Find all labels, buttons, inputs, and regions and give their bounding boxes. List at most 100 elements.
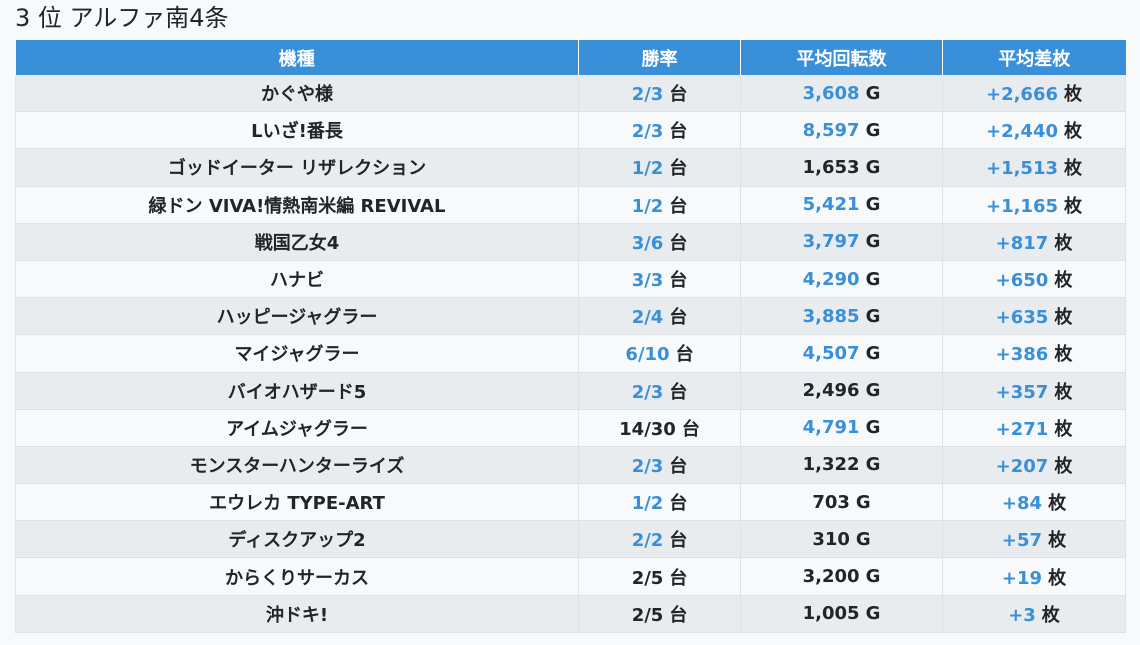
unit-label: 台 — [669, 381, 688, 403]
unit-label: 台 — [669, 84, 688, 106]
win-rate-value: 2/3 — [631, 84, 664, 106]
unit-label: 枚 — [1064, 121, 1083, 143]
win-rate-cell: 3/3 台 — [578, 260, 741, 299]
header-machine[interactable]: 機種 — [15, 40, 579, 75]
win-rate-cell: 2/3 台 — [578, 75, 741, 113]
avg-diff-value: +1,165 — [985, 195, 1059, 217]
avg-diff-cell: +1,513 枚 — [942, 148, 1126, 187]
table-row[interactable]: エウレカ TYPE-ART 1/2 台 703 G +84 枚 — [15, 483, 1126, 522]
table-row[interactable]: ゴッドイーター リザレクション 1/2 台 1,653 G +1,513 枚 — [15, 148, 1126, 187]
unit-label: 枚 — [1054, 381, 1073, 403]
unit-label: 枚 — [1054, 307, 1073, 329]
unit-label: 台 — [669, 270, 688, 292]
machine-name-cell: ゴッドイーター リザレクション — [15, 148, 579, 187]
avg-diff-value: +1,513 — [985, 158, 1059, 180]
win-rate-value: 2/5 — [631, 604, 664, 626]
unit-label: G — [855, 528, 871, 550]
unit-label: 台 — [675, 344, 694, 366]
table-row[interactable]: かぐや様 2/3 台 3,608 G +2,666 枚 — [15, 75, 1126, 113]
win-rate-value: 2/2 — [631, 530, 664, 552]
win-rate-cell: 2/3 台 — [578, 111, 741, 150]
unit-label: G — [865, 380, 881, 402]
table-row[interactable]: ハッピージャグラー 2/4 台 3,885 G +635 枚 — [15, 297, 1126, 336]
avg-spins-cell: 3,608 G — [740, 75, 943, 113]
unit-label: G — [865, 231, 881, 253]
table-row[interactable]: Lいざ!番長 2/3 台 8,597 G +2,440 枚 — [15, 111, 1126, 150]
avg-spins-value: 310 — [812, 528, 850, 550]
avg-spins-cell: 310 G — [740, 520, 943, 559]
unit-label: 枚 — [1048, 567, 1067, 589]
unit-label: 枚 — [1048, 493, 1067, 515]
win-rate-cell: 6/10 台 — [578, 334, 741, 373]
avg-diff-cell: +271 枚 — [942, 409, 1126, 447]
avg-diff-cell: +207 枚 — [942, 446, 1126, 485]
win-rate-value: 2/4 — [631, 307, 664, 329]
machine-name-cell: かぐや様 — [15, 75, 579, 113]
avg-diff-value: +2,440 — [985, 121, 1059, 143]
table-row[interactable]: マイジャグラー 6/10 台 4,507 G +386 枚 — [15, 334, 1126, 373]
unit-label: G — [865, 82, 881, 104]
header-avg-spins[interactable]: 平均回転数 — [740, 40, 943, 75]
avg-spins-cell: 3,200 G — [740, 557, 943, 596]
header-avg-diff[interactable]: 平均差枚 — [942, 40, 1126, 75]
win-rate-value: 1/2 — [631, 493, 664, 515]
avg-spins-value: 2,496 — [802, 380, 860, 402]
unit-label: 枚 — [1064, 84, 1083, 106]
avg-diff-value: +817 — [995, 232, 1049, 254]
avg-spins-cell: 4,791 G — [740, 409, 943, 447]
table-row[interactable]: ハナビ 3/3 台 4,290 G +650 枚 — [15, 260, 1126, 299]
unit-label: G — [865, 454, 881, 476]
avg-diff-cell: +635 枚 — [942, 297, 1126, 336]
table-row[interactable]: ディスクアップ2 2/2 台 310 G +57 枚 — [15, 520, 1126, 559]
win-rate-value: 2/5 — [631, 567, 664, 589]
machine-name-cell: アイムジャグラー — [15, 409, 579, 447]
avg-spins-value: 4,290 — [802, 268, 860, 290]
avg-spins-value: 3,608 — [802, 82, 860, 104]
avg-spins-value: 3,200 — [802, 566, 860, 588]
win-rate-cell: 2/3 台 — [578, 446, 741, 485]
unit-label: 台 — [669, 232, 688, 254]
machine-name-cell: ハッピージャグラー — [15, 297, 579, 336]
machine-name-cell: モンスターハンターライズ — [15, 446, 579, 485]
table-row[interactable]: 緑ドン VIVA!情熱南米編 REVIVAL 1/2 台 5,421 G +1,165 枚 — [15, 186, 1126, 224]
avg-diff-value: +357 — [995, 381, 1049, 403]
avg-spins-value: 3,797 — [802, 231, 860, 253]
table-row[interactable]: バイオハザード5 2/3 台 2,496 G +357 枚 — [15, 372, 1126, 410]
avg-spins-cell: 8,597 G — [740, 111, 943, 150]
avg-diff-cell: +19 枚 — [942, 557, 1126, 596]
unit-label: 台 — [669, 530, 688, 552]
table-row[interactable]: 戦国乙女4 3/6 台 3,797 G +817 枚 — [15, 223, 1126, 261]
unit-label: 枚 — [1054, 455, 1073, 477]
machine-ranking-table: 機種 勝率 平均回転数 平均差枚 かぐや様 2/3 台 3,608 G +2,666 枚 Lい… — [15, 40, 1126, 633]
avg-diff-value: +635 — [995, 307, 1049, 329]
table-row[interactable]: 沖ドキ! 2/5 台 1,005 G +3 枚 — [15, 595, 1126, 633]
avg-diff-value: +650 — [995, 270, 1049, 292]
avg-spins-cell: 3,797 G — [740, 223, 943, 261]
table-row[interactable]: モンスターハンターライズ 2/3 台 1,322 G +207 枚 — [15, 446, 1126, 485]
unit-label: G — [865, 156, 881, 178]
unit-label: 台 — [669, 604, 688, 626]
avg-spins-cell: 1,005 G — [740, 595, 943, 633]
avg-diff-value: +207 — [995, 455, 1049, 477]
table-row[interactable]: からくりサーカス 2/5 台 3,200 G +19 枚 — [15, 557, 1126, 596]
win-rate-value: 2/3 — [631, 455, 664, 477]
avg-diff-cell: +2,440 枚 — [942, 111, 1126, 150]
unit-label: 枚 — [1041, 604, 1060, 626]
unit-label: G — [865, 603, 881, 625]
avg-diff-cell: +1,165 枚 — [942, 186, 1126, 224]
avg-spins-value: 5,421 — [802, 194, 860, 216]
unit-label: 台 — [669, 195, 688, 217]
win-rate-value: 14/30 — [619, 418, 676, 440]
avg-diff-value: +3 — [1008, 604, 1036, 626]
header-win-rate[interactable]: 勝率 — [578, 40, 741, 75]
avg-spins-value: 4,791 — [802, 417, 860, 439]
unit-label: 台 — [669, 158, 688, 180]
table-header: 機種 勝率 平均回転数 平均差枚 — [15, 40, 1126, 75]
table-row[interactable]: アイムジャグラー 14/30 台 4,791 G +271 枚 — [15, 409, 1126, 447]
avg-spins-value: 8,597 — [802, 119, 860, 141]
unit-label: 枚 — [1054, 418, 1073, 440]
avg-diff-cell: +386 枚 — [942, 334, 1126, 373]
win-rate-value: 1/2 — [631, 158, 664, 180]
machine-name-cell: ディスクアップ2 — [15, 520, 579, 559]
